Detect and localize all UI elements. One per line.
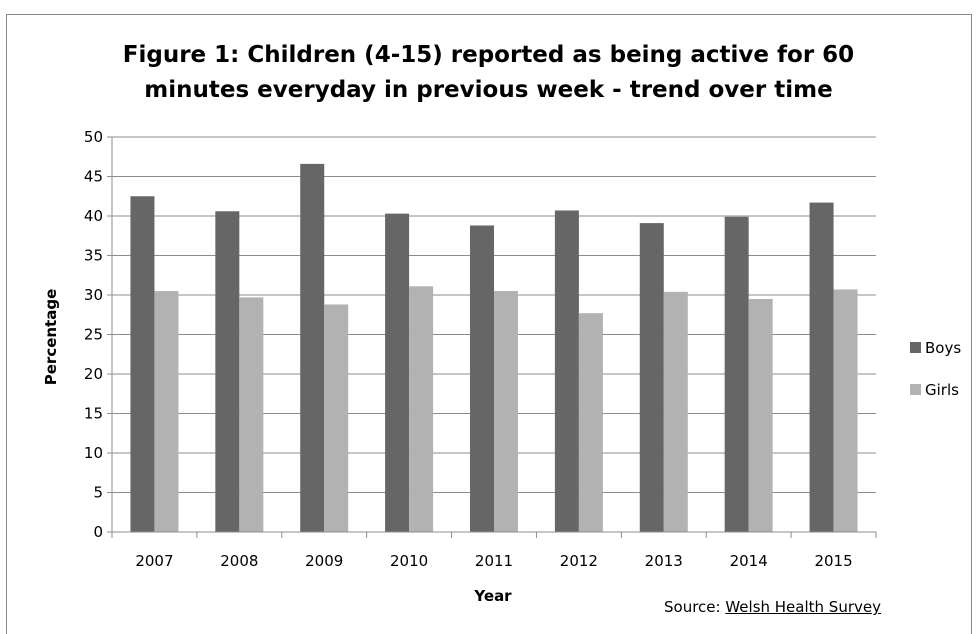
legend-swatch-boys xyxy=(910,342,921,353)
bar-boys-2010 xyxy=(385,213,410,532)
y-tick-label: 25 xyxy=(84,326,103,344)
chart-title-line-1: Figure 1: Children (4-15) reported as be… xyxy=(122,42,855,68)
axes xyxy=(111,137,877,538)
y-tick-label: 0 xyxy=(93,523,103,541)
x-tick-label: 2007 xyxy=(135,552,173,570)
x-tick-label: 2010 xyxy=(390,552,428,570)
source-prefix: Source: xyxy=(664,598,726,616)
legend-label-boys: Boys xyxy=(925,339,961,357)
x-tick-label: 2013 xyxy=(645,552,683,570)
bar-boys-2009 xyxy=(300,163,325,533)
chart-title: Figure 1: Children (4-15) reported as be… xyxy=(0,38,977,108)
bar-girls-2014 xyxy=(748,298,773,532)
bar-girls-2007 xyxy=(154,291,179,532)
y-tick-label: 45 xyxy=(84,168,103,186)
y-tick-label: 5 xyxy=(93,484,103,502)
bar-girls-2012 xyxy=(578,313,603,532)
bar-boys-2015 xyxy=(809,202,834,532)
legend-swatch-girls xyxy=(910,384,921,395)
legend-label-girls: Girls xyxy=(925,381,959,399)
bar-boys-2008 xyxy=(215,211,240,532)
x-tick-labels: 2007 2008 2009 2010 2011 2012 2013 2014 2015 xyxy=(135,552,852,570)
legend: Boys Girls xyxy=(910,339,961,399)
x-tick-label: 2011 xyxy=(475,552,513,570)
bar-boys-2013 xyxy=(639,223,664,533)
x-tick-label: 2008 xyxy=(220,552,258,570)
bars xyxy=(130,163,858,533)
bar-boys-2014 xyxy=(724,216,749,533)
bar-boys-2007 xyxy=(130,196,155,532)
y-tick-label: 50 xyxy=(84,128,103,146)
bar-girls-2008 xyxy=(239,297,264,532)
bar-boys-2012 xyxy=(554,210,579,532)
bar-boys-2011 xyxy=(470,225,494,533)
bar-girls-2010 xyxy=(409,286,434,532)
chart-title-line-2: minutes everyday in previous week - tren… xyxy=(144,77,833,103)
y-tick-label: 35 xyxy=(84,247,103,265)
x-tick-label: 2015 xyxy=(814,552,852,570)
x-axis-label: Year xyxy=(473,587,512,605)
bar-girls-2011 xyxy=(494,291,518,532)
y-tick-label: 30 xyxy=(84,286,103,304)
source-link[interactable]: Welsh Health Survey xyxy=(725,598,881,616)
source-note: Source: Welsh Health Survey xyxy=(664,598,881,616)
y-tick-label: 40 xyxy=(84,207,103,225)
x-tick-label: 2009 xyxy=(305,552,343,570)
x-tick-label: 2012 xyxy=(560,552,598,570)
y-axis-label: Percentage xyxy=(42,289,60,386)
bar-girls-2015 xyxy=(833,289,858,532)
bar-girls-2009 xyxy=(324,304,349,532)
bar-girls-2013 xyxy=(663,291,688,532)
y-tick-labels: 0 5 10 15 20 25 30 35 40 45 50 xyxy=(84,128,103,541)
y-tick-label: 10 xyxy=(84,444,103,462)
x-tick-label: 2014 xyxy=(730,552,768,570)
y-tick-label: 20 xyxy=(84,365,103,383)
y-tick-label: 15 xyxy=(84,405,103,423)
